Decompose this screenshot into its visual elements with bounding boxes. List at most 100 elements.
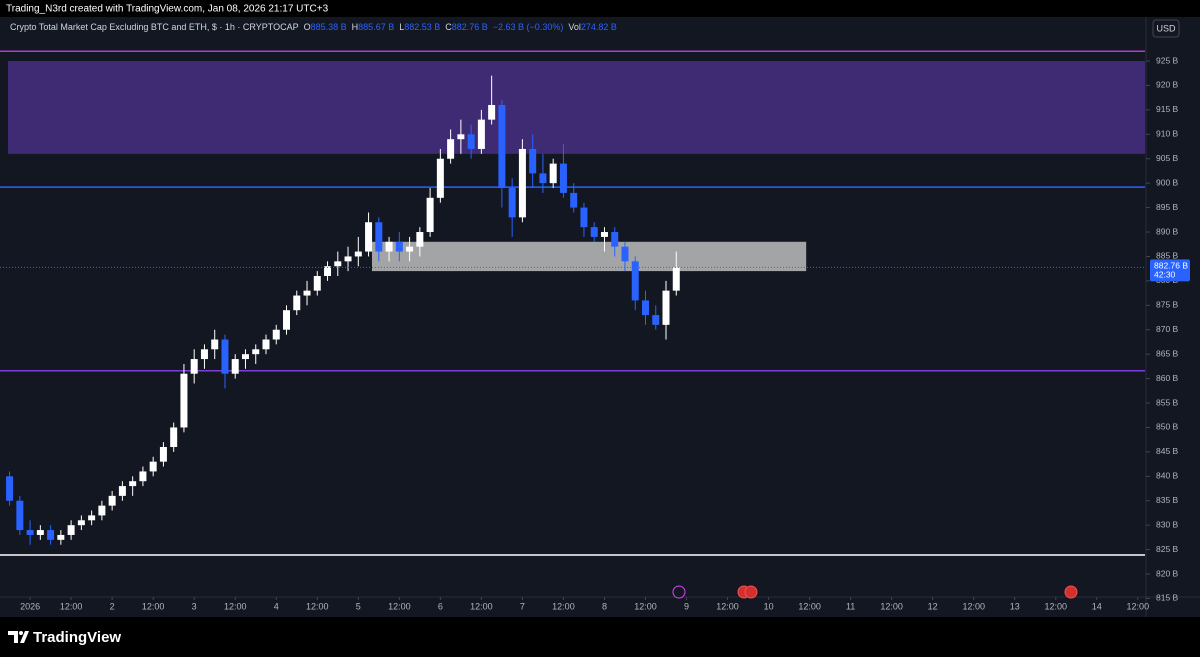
candle-body (447, 139, 455, 159)
candle-body (652, 315, 660, 325)
x-tick-label: 4 (274, 601, 279, 611)
candle-body (672, 267, 680, 291)
x-tick-label: 2 (110, 601, 115, 611)
y-tick-label: 900 B (1156, 177, 1179, 187)
plot-area (0, 50, 1145, 556)
x-tick-label: 12:00 (962, 601, 985, 611)
candle-body (159, 447, 167, 462)
candle-body (211, 339, 219, 350)
y-tick-label: 855 B (1156, 397, 1179, 407)
y-tick-label: 830 B (1156, 519, 1179, 529)
x-tick-label: 8 (602, 601, 607, 611)
candle-body (518, 148, 526, 218)
price-tag (1150, 259, 1190, 282)
x-tick-label: 12:00 (388, 601, 411, 611)
candle-body (395, 241, 403, 252)
candle-body (580, 207, 588, 228)
logo-dot (19, 631, 23, 635)
x-tick-label: 11 (846, 601, 855, 611)
candle-body (108, 495, 116, 506)
price-tag-countdown: 42:30 (1154, 270, 1176, 280)
candle-body (508, 188, 516, 218)
candle-body (139, 471, 147, 482)
x-tick-label: 12:00 (552, 601, 575, 611)
candle-body (293, 295, 301, 311)
legend: Crypto Total Market Cap Excluding BTC an… (10, 22, 617, 32)
y-tick-label: 850 B (1156, 422, 1179, 432)
candle-body (67, 525, 75, 535)
candle-body (457, 134, 465, 140)
x-tick-label: 3 (192, 601, 197, 611)
candle-body (488, 104, 496, 120)
candle-body (149, 461, 157, 472)
candle-body (406, 246, 414, 252)
candle-body (221, 339, 229, 374)
candle-body (272, 329, 280, 340)
candle-body (26, 530, 34, 535)
open-value: 885.38 B (311, 22, 347, 32)
candle-body (549, 163, 557, 184)
credit: Trading_N3rd created with TradingView.co… (6, 4, 329, 15)
candle-body (621, 246, 629, 262)
currency-badge[interactable] (1152, 19, 1180, 38)
candle-body (252, 349, 260, 355)
candle-body (36, 530, 44, 535)
event-icon[interactable] (672, 585, 686, 599)
y-tick-label: 870 B (1156, 324, 1179, 334)
candle-body (662, 290, 670, 325)
candle-body (570, 192, 578, 208)
candle-body (180, 373, 188, 428)
candle-body (365, 222, 373, 252)
candle-body (334, 261, 342, 267)
candle-body (641, 300, 649, 316)
x-tick-label: 14 (1092, 601, 1102, 611)
x-tick-label: 12:00 (1045, 601, 1068, 611)
x-tick-label: 12:00 (716, 601, 739, 611)
x-tick-label: 6 (438, 601, 443, 611)
y-tick-label: 875 B (1156, 300, 1179, 310)
event-icon[interactable] (1064, 585, 1078, 599)
event-icons (672, 585, 1078, 599)
y-tick-label: 890 B (1156, 226, 1179, 236)
candle-body (118, 486, 126, 496)
x-tick-label: 5 (356, 601, 361, 611)
y-tick-label: 825 B (1156, 544, 1179, 554)
candle-body (426, 197, 434, 233)
y-tick-label: 820 B (1156, 568, 1179, 578)
logo-shape (20, 631, 29, 643)
candle-body (436, 158, 444, 198)
candle-body (375, 222, 383, 252)
symbol: Crypto Total Market Cap Excluding BTC an… (10, 22, 299, 32)
candle-body (344, 256, 352, 262)
y-tick-label: 920 B (1156, 80, 1179, 90)
candle-body (241, 354, 249, 360)
y-tick-label: 915 B (1156, 104, 1179, 114)
candle-body (313, 275, 321, 291)
close-label: C (445, 22, 452, 32)
x-tick-label: 12:00 (306, 601, 329, 611)
x-tick-label: 12:00 (224, 601, 247, 611)
candle-body (498, 104, 506, 189)
candle-body (16, 500, 24, 531)
x-tick-label: 7 (520, 601, 525, 611)
candle-body (303, 290, 311, 296)
candle-body (467, 134, 475, 149)
brand-logo (8, 631, 29, 643)
volume-label: Vol (568, 22, 581, 32)
y-tick-label: 835 B (1156, 495, 1179, 505)
x-tick-label: 13 (1010, 601, 1020, 611)
event-icon[interactable] (744, 585, 758, 599)
y-tick-label: 885 B (1156, 251, 1179, 261)
candle-body (611, 232, 619, 247)
x-tick-label: 10 (764, 601, 774, 611)
candle-body (129, 481, 137, 487)
close-value: 882.76 B (452, 22, 488, 32)
candle-body (170, 427, 178, 448)
price-tag-value: 882.76 B (1154, 261, 1188, 271)
low-value: 882.53 B (404, 22, 440, 32)
currency[interactable]: USD (1156, 23, 1176, 33)
logo-shape (8, 631, 18, 643)
change: −2.63 B (−0.30%) (493, 22, 564, 32)
